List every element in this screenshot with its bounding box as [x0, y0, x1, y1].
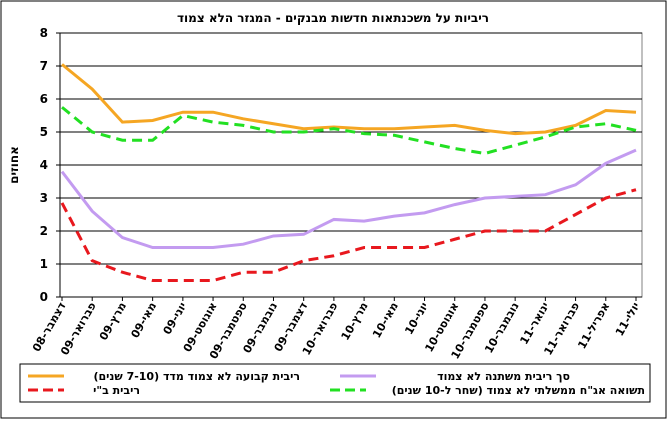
series-line [61, 106, 637, 155]
legend-label: ריבית ב"י [93, 384, 140, 397]
y-tick-label: 4 [40, 158, 48, 172]
series-line [61, 63, 637, 136]
y-axis-label: אחוזים [7, 146, 21, 184]
y-tick-label: 8 [40, 26, 48, 40]
y-tick-label: 2 [40, 224, 48, 238]
y-tick-label: 7 [40, 59, 48, 73]
legend-label: ריבית קבועה לא צמוד מדד (7-10 שנים) [93, 370, 300, 383]
series-line [60, 148, 637, 249]
y-tick-label: 0 [40, 290, 48, 304]
y-tick-label: 6 [40, 92, 48, 106]
y-tick-label: 1 [40, 257, 48, 271]
series-line [60, 188, 637, 282]
legend-label: תשואה אג"ח ממשלתי לא צמוד (שחר ל-10 שנים… [392, 384, 645, 397]
y-tick-label: 5 [40, 125, 48, 139]
y-tick-label: 3 [40, 191, 48, 205]
chart-title: ריביות על משכנתאות חדשות מבנקים - המגזר … [177, 11, 489, 25]
legend-label: סך ריבית משתנה לא צמוד [437, 370, 570, 383]
legend [19, 363, 651, 403]
